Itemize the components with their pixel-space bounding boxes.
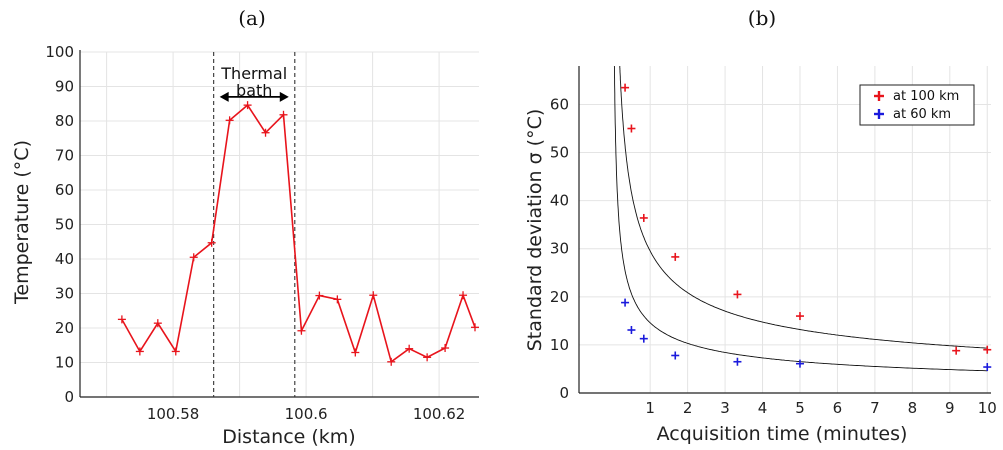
- panel-a-y-tick-label: 100: [45, 43, 74, 61]
- point-100km: [671, 252, 680, 261]
- temperature-point: [261, 128, 270, 137]
- panel-a-x-tick-label: 100.58: [147, 405, 200, 423]
- temperature-line: [121, 103, 476, 364]
- temperature-point: [423, 353, 432, 362]
- temperature-point: [153, 319, 162, 328]
- panel-b-x-tick-label: 2: [683, 399, 693, 417]
- panel-b-x-tick-label: 3: [720, 399, 730, 417]
- temperature-point: [441, 344, 450, 353]
- fit-curve-60km: [613, 66, 988, 372]
- panel-a-y-tick-label: 0: [64, 388, 74, 406]
- panel-a-y-tick-label: 80: [55, 112, 74, 130]
- panel-a-y-tick-label: 10: [55, 354, 74, 372]
- panel-a-axes: [79, 50, 479, 398]
- panel-a-grid: [80, 51, 479, 398]
- panel-b-x-tick-label: 1: [645, 399, 655, 417]
- panel-a-label: (a): [238, 6, 266, 30]
- panel-b-x-tick-label: 5: [795, 399, 805, 417]
- panel-a-x-axis-label: Distance (km): [222, 426, 355, 448]
- temperature-point: [117, 315, 126, 324]
- panel-b-x-tick-label: 7: [870, 399, 880, 417]
- temperature-point: [243, 101, 252, 110]
- panel-b-fit-curves: [613, 66, 988, 372]
- point-100km: [639, 213, 648, 222]
- temperature-point: [207, 238, 216, 247]
- panel-b-y-tick-label: 30: [550, 240, 569, 258]
- thermal-bath-label-line2: bath: [236, 81, 272, 100]
- panel-a-y-tick-label: 40: [55, 250, 74, 268]
- panel-a-tick-labels: 0 10 20 30 40 50 60 70 80 90 100 100.58 100.6 100.62: [45, 43, 465, 423]
- panel-b-x-tick-label: 10: [978, 399, 997, 417]
- temperature-point: [315, 291, 324, 300]
- temperature-point: [369, 291, 378, 300]
- legend-entry-60km: at 60 km: [893, 107, 951, 122]
- point-60km: [795, 359, 804, 368]
- panel-b-x-tick-label: 8: [908, 399, 918, 417]
- panel-a-y-tick-label: 30: [55, 285, 74, 303]
- point-60km: [621, 298, 630, 307]
- panel-b-axes: [578, 66, 991, 394]
- legend: at 100 km at 60 km: [859, 84, 975, 126]
- point-60km: [639, 334, 648, 343]
- panel-a-x-tick-label: 100.6: [285, 405, 328, 423]
- panel-a-y-tick-label: 70: [55, 147, 74, 165]
- panel-a-y-tick-label: 50: [55, 216, 74, 234]
- temperature-point: [351, 348, 360, 357]
- panel-a-y-tick-label: 60: [55, 181, 74, 199]
- temperature-point: [279, 110, 288, 119]
- temperature-point: [135, 347, 144, 356]
- panel-b-tick-labels: 0 10 20 30 40 50 60 1 2 3 4 5 6 7 8 9 10: [550, 95, 997, 417]
- fit-curve-100km: [619, 66, 988, 349]
- point-100km: [627, 124, 636, 133]
- panel-b-label: (b): [748, 6, 776, 30]
- thermal-bath-arrowhead-right: [279, 91, 289, 102]
- point-100km: [952, 346, 961, 355]
- legend-marker-60km: [874, 109, 884, 119]
- panel-a-y-tick-label: 90: [55, 78, 74, 96]
- panel-b-y-axis-label: Standard deviation σ (°C): [524, 109, 546, 352]
- panel-b-x-tick-label: 4: [758, 399, 768, 417]
- panel-b-x-tick-label: 6: [833, 399, 843, 417]
- legend-marker-100km: [874, 91, 884, 101]
- thermal-bath-annotation: Thermal bath: [213, 52, 296, 397]
- panel-a-x-tick-label: 100.62: [413, 405, 466, 423]
- thermal-bath-label-line1: Thermal: [220, 64, 287, 83]
- temperature-point: [405, 344, 414, 353]
- panel-a-series: [117, 101, 479, 366]
- panel-a-y-tick-label: 20: [55, 319, 74, 337]
- temperature-point: [459, 291, 468, 300]
- temperature-point: [225, 116, 234, 125]
- temperature-point: [471, 323, 479, 332]
- temperature-point: [387, 357, 396, 366]
- point-100km: [733, 290, 742, 299]
- temperature-point: [189, 253, 198, 262]
- panel-b-y-tick-label: 60: [550, 95, 569, 113]
- legend-entry-100km: at 100 km: [893, 89, 959, 104]
- panel-a-temperature-profile: (a) Thermal bath 0 10 20 30 40 50 60 70 80 90 100 1…: [11, 6, 479, 448]
- panel-b-x-tick-label: 9: [945, 399, 955, 417]
- panel-b-y-tick-label: 50: [550, 144, 569, 162]
- panel-a-y-axis-label: Temperature (°C): [11, 140, 33, 305]
- point-100km: [621, 83, 630, 92]
- point-100km: [983, 345, 992, 354]
- point-100km: [795, 312, 804, 321]
- panel-b-x-axis-label: Acquisition time (minutes): [657, 423, 908, 445]
- point-60km: [983, 363, 992, 372]
- temperature-point: [171, 347, 180, 356]
- temperature-point: [333, 295, 342, 304]
- point-60km: [671, 351, 680, 360]
- panel-b-y-tick-label: 10: [550, 336, 569, 354]
- temperature-point: [297, 326, 306, 335]
- point-60km: [733, 357, 742, 366]
- thermal-bath-arrowhead-left: [219, 91, 229, 102]
- panel-b-y-tick-label: 20: [550, 288, 569, 306]
- panel-b-series: [621, 83, 992, 372]
- panel-b-std-deviation: (b) 0 10 20 30 40 50 60 1 2 3 4 5 6 7 8 9 10 at 100 km a…: [524, 6, 997, 445]
- panel-b-y-tick-label: 0: [559, 384, 569, 402]
- point-60km: [627, 326, 636, 335]
- panel-b-y-tick-label: 40: [550, 192, 569, 210]
